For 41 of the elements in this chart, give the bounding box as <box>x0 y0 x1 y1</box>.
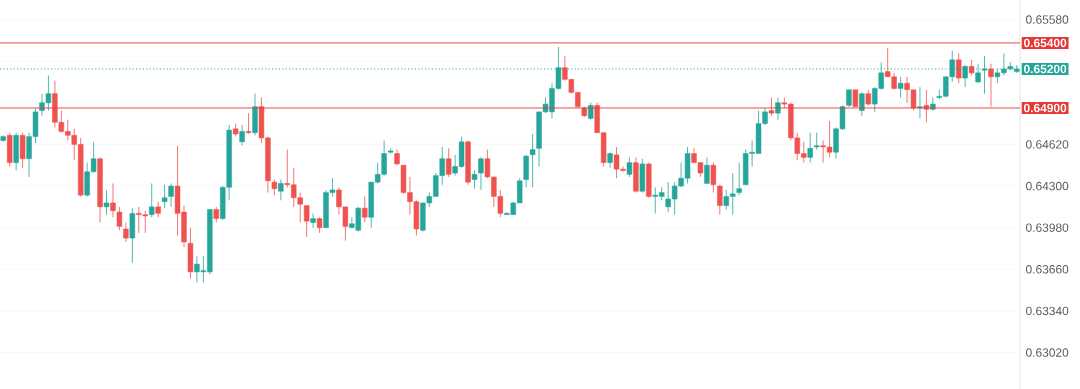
candlestick <box>955 52 962 84</box>
candlestick <box>278 179 284 201</box>
candlestick <box>478 157 484 191</box>
y-tick-label: 0.63660 <box>1026 265 1069 274</box>
candlestick <box>523 154 529 188</box>
y-tick-label: 0.63020 <box>1026 348 1069 357</box>
ref-line-label: 0.65200 <box>1023 64 1067 74</box>
candlestick <box>123 222 129 243</box>
y-tick-label: 0.65580 <box>1026 15 1069 24</box>
candlestick <box>710 162 717 193</box>
candlestick <box>529 133 536 188</box>
candlestick <box>813 132 820 151</box>
candlestick <box>239 124 245 147</box>
candlestick <box>717 184 723 216</box>
candlestick <box>807 132 813 164</box>
candlestick <box>736 162 742 196</box>
y-tick-label: 0.64620 <box>1026 140 1069 149</box>
candlestick <box>988 63 994 108</box>
candlestick <box>471 170 478 190</box>
candlestick <box>607 151 613 169</box>
y-tick-label: 0.64300 <box>1026 181 1069 191</box>
candlestick <box>103 189 110 216</box>
candlestick <box>161 184 168 209</box>
candlestick <box>110 183 116 218</box>
candlestick <box>168 183 174 208</box>
y-tick-label: 0.63340 <box>1026 306 1069 316</box>
candlestick <box>897 76 904 98</box>
candlestick <box>116 206 123 231</box>
ref-line-label: 0.64900 <box>1023 103 1067 113</box>
candlestick <box>704 157 710 184</box>
candlestick <box>303 205 310 238</box>
candlestick <box>149 183 155 218</box>
candlestick <box>310 212 316 229</box>
candlestick <box>626 157 633 178</box>
candlestick <box>445 147 452 178</box>
candlestick <box>19 132 26 169</box>
ref-line-label: 0.65400 <box>1023 38 1067 48</box>
y-tick-label: 0.63980 <box>1026 223 1069 232</box>
candlestick <box>245 112 252 135</box>
candlestick <box>362 196 368 223</box>
candlestick <box>768 97 775 117</box>
